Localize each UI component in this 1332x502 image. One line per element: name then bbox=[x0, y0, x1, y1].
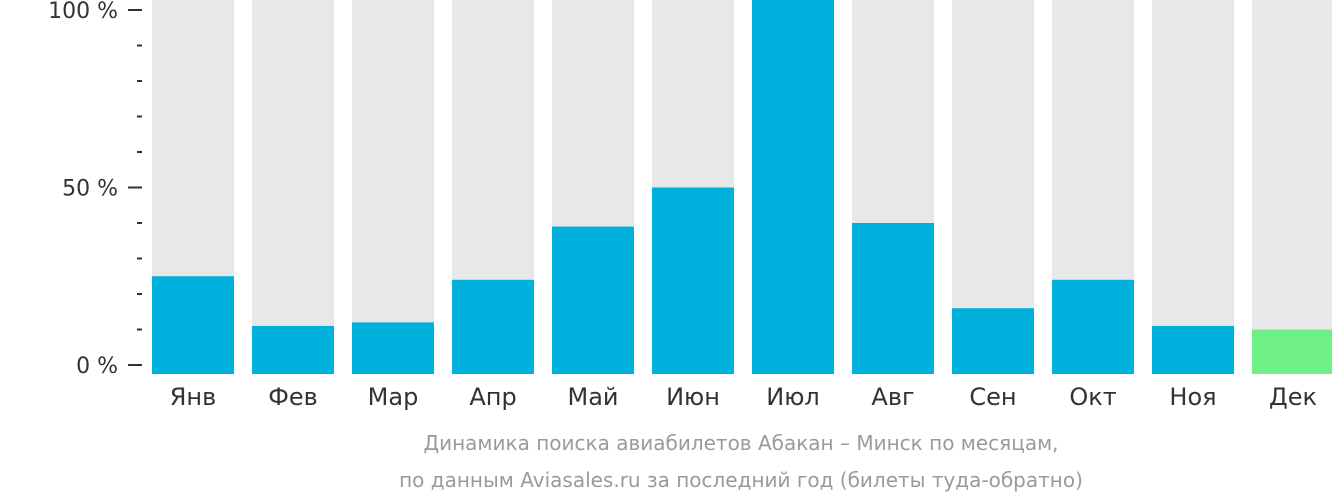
x-tick-label: Май bbox=[567, 383, 618, 411]
x-axis-labels: Янв Фев Мар Апр Май Июн Июл Авг Сен Окт Ноя Дек bbox=[170, 383, 1317, 411]
x-tick-label: Июл bbox=[766, 383, 820, 411]
bar-10[interactable] bbox=[1052, 279, 1134, 374]
bar-9[interactable] bbox=[952, 308, 1034, 374]
x-tick-label: Янв bbox=[170, 383, 217, 411]
bar-1[interactable] bbox=[152, 276, 234, 374]
bar-5[interactable] bbox=[552, 226, 634, 374]
bar-6[interactable] bbox=[652, 187, 734, 375]
bar-track bbox=[352, 0, 434, 374]
bar-track bbox=[252, 0, 334, 374]
bar-12[interactable] bbox=[1252, 329, 1332, 375]
bar-track bbox=[1252, 0, 1332, 374]
x-tick-label: Июн bbox=[666, 383, 720, 411]
x-tick-label: Ноя bbox=[1169, 383, 1216, 411]
bar-2[interactable] bbox=[252, 325, 334, 374]
bar-7[interactable] bbox=[752, 0, 834, 374]
chart-caption-line-2: по данным Aviasales.ru за последний год … bbox=[399, 468, 1083, 492]
bar-11[interactable] bbox=[1152, 325, 1234, 374]
chart-caption-line-1: Динамика поиска авиабилетов Абакан – Мин… bbox=[423, 431, 1058, 455]
bar-4[interactable] bbox=[452, 279, 534, 374]
y-tick-label: 100 % bbox=[48, 0, 118, 24]
bar-8[interactable] bbox=[852, 223, 934, 374]
bar-3[interactable] bbox=[352, 322, 434, 374]
bar-track bbox=[1152, 0, 1234, 374]
x-tick-label: Мар bbox=[368, 383, 419, 411]
x-tick-label: Дек bbox=[1269, 383, 1317, 411]
x-tick-label: Фев bbox=[268, 383, 318, 411]
x-tick-label: Апр bbox=[469, 383, 516, 411]
y-axis: 100 % 50 % 0 % bbox=[48, 0, 142, 379]
y-tick-label: 50 % bbox=[62, 177, 118, 202]
x-tick-label: Сен bbox=[969, 383, 1016, 411]
bars-group bbox=[152, 0, 1332, 374]
x-tick-label: Окт bbox=[1069, 383, 1116, 411]
y-tick-label: 0 % bbox=[76, 354, 118, 379]
x-tick-label: Авг bbox=[871, 383, 914, 411]
